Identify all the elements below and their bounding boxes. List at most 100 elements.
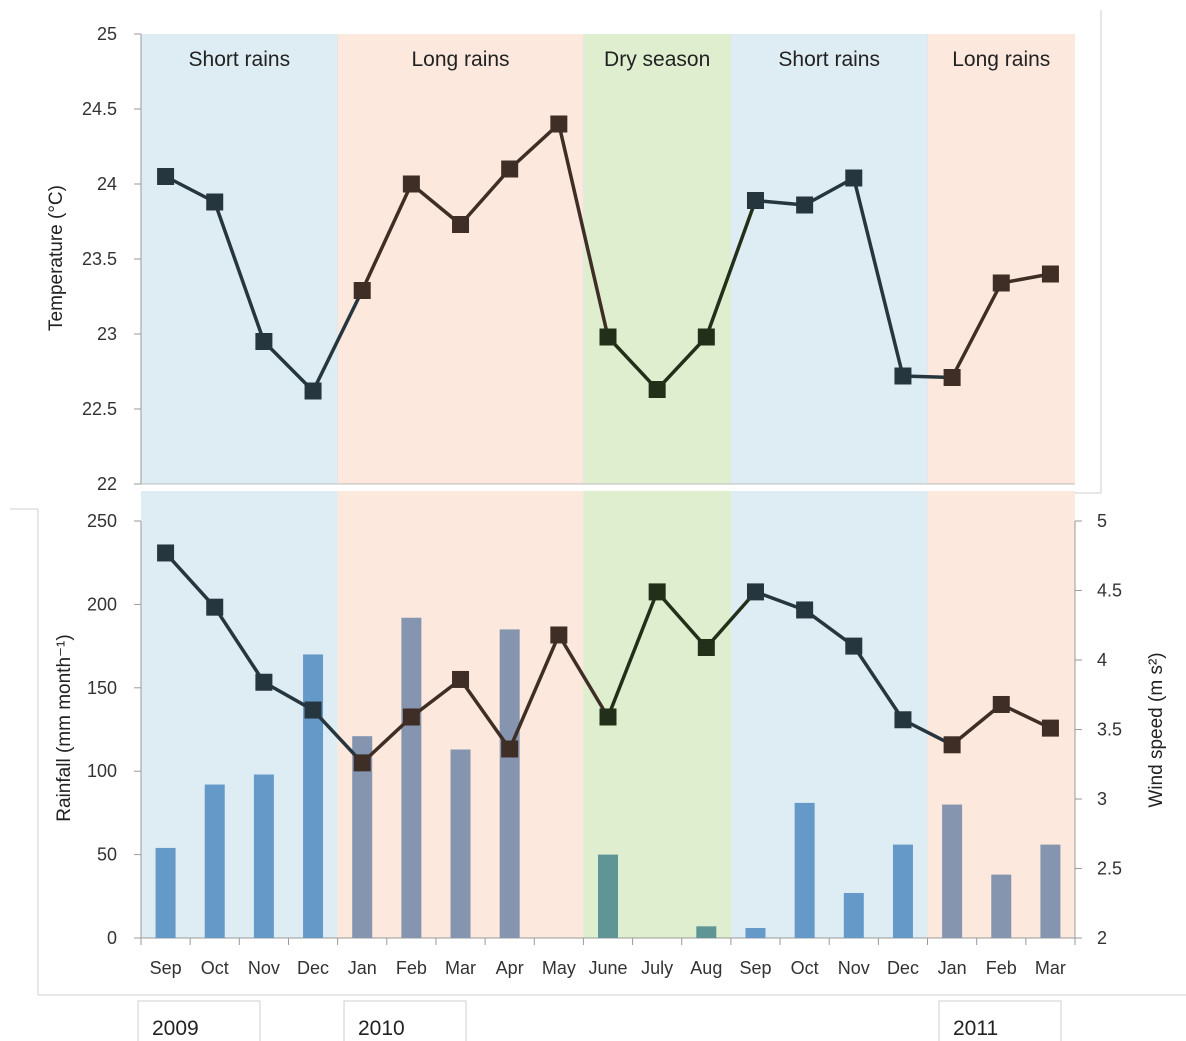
- wind-speed-segment: [557, 633, 610, 719]
- rainfall-tick-label: 0: [107, 928, 117, 948]
- month-tick-labels: Sep Oct Nov Dec Jan Feb Mar Apr May June July Aug Se…: [150, 958, 1066, 978]
- month-label: Jan: [938, 958, 967, 978]
- wind-speed-point: [943, 736, 961, 754]
- rainfall-tick-label: 150: [87, 678, 117, 698]
- rainfall-bar: [401, 617, 422, 938]
- rainfall-bar: [942, 804, 963, 938]
- rainfall-bar: [352, 736, 373, 938]
- wind-tick-label: 3.5: [1097, 720, 1122, 740]
- month-label: May: [542, 958, 576, 978]
- rainfall-bars: [155, 617, 1061, 938]
- temperature-point: [255, 333, 273, 350]
- month-label: Dec: [297, 958, 329, 978]
- year-box: [938, 1000, 1062, 1041]
- year-box: [137, 1000, 261, 1041]
- rainfall-season-bands: [141, 491, 1075, 938]
- temperature-point: [943, 369, 961, 386]
- temperature-tick-label: 24.5: [82, 99, 117, 119]
- month-label: Dec: [887, 958, 919, 978]
- wind-speed-point: [894, 711, 912, 729]
- rainfall-tick-label: 100: [87, 761, 117, 781]
- temperature-tick-label: 23.5: [82, 249, 117, 269]
- rainfall-bar: [892, 844, 913, 938]
- rainfall-bar: [303, 654, 324, 938]
- rainfall-tick-label: 200: [87, 594, 117, 614]
- rainfall-bar: [843, 892, 864, 938]
- temperature-season-bands: [141, 34, 1075, 484]
- temperature-axis: 22 22.5 23 23.5 24 24.5 25: [82, 24, 1075, 494]
- temperature-point: [206, 193, 224, 211]
- month-label: Sep: [739, 958, 771, 978]
- month-label: Mar: [445, 958, 476, 978]
- season-label: Long rains: [952, 48, 1050, 71]
- month-label: Oct: [791, 958, 819, 978]
- wind-speed-segment: [507, 633, 561, 751]
- temperature-point: [304, 382, 322, 400]
- season-label: Short rains: [189, 48, 291, 71]
- month-label: Sep: [150, 958, 182, 978]
- wind-speed-point: [304, 701, 322, 719]
- rainfall-bar: [450, 749, 471, 938]
- wind-speed-point: [402, 708, 420, 726]
- rainfall-bar: [204, 784, 225, 938]
- month-label: July: [641, 958, 673, 978]
- year-label: 2011: [953, 1017, 998, 1040]
- temperature-series: [157, 115, 1059, 400]
- wind-tick-label: 4: [1097, 650, 1107, 670]
- wind-speed-segment: [311, 708, 364, 765]
- temperature-tick-label: 24: [97, 174, 117, 194]
- month-label: Mar: [1035, 958, 1066, 978]
- wind-tick-label: 5: [1097, 511, 1107, 531]
- temperature-segment: [852, 176, 905, 378]
- wind-speed-series: [157, 544, 1059, 772]
- rainfall-bar: [598, 854, 618, 938]
- season-band-top-3: [730, 34, 928, 484]
- panel-frames: [10, 10, 1186, 996]
- temperature-point: [796, 196, 814, 214]
- temperature-point: [452, 216, 470, 233]
- wind-speed-axis-title: Wind speed (m s²): [1146, 652, 1167, 807]
- wind-speed-point: [746, 583, 764, 601]
- year-box: [343, 1000, 467, 1041]
- year-label: 2009: [152, 1017, 199, 1040]
- temperature-segment: [360, 182, 414, 293]
- wind-speed-point: [452, 670, 470, 688]
- temperature-point: [157, 168, 175, 185]
- wind-tick-label: 2.5: [1097, 859, 1122, 879]
- temperature-segment: [458, 167, 512, 227]
- season-labels: Short rains Long rains Dry season Short rai…: [189, 48, 1051, 71]
- wind-speed-point: [796, 601, 814, 619]
- wind-speed-segment: [163, 551, 217, 609]
- temperature-point: [599, 328, 617, 346]
- rainfall-bar: [696, 926, 717, 938]
- temperature-segment: [606, 335, 659, 392]
- temperature-point: [697, 328, 715, 346]
- rainfall-bar: [253, 774, 274, 938]
- month-label: June: [588, 958, 627, 978]
- month-label: Apr: [496, 958, 524, 978]
- temperature-point: [501, 160, 519, 178]
- wind-speed-point: [599, 708, 617, 726]
- season-label: Long rains: [411, 48, 509, 71]
- wind-speed-segment: [704, 590, 758, 650]
- season-band-top-1: [337, 34, 584, 484]
- rainfall-bar: [794, 802, 815, 938]
- rainfall-tick-label: 250: [87, 511, 117, 531]
- season-label: Short rains: [778, 48, 880, 71]
- temperature-point: [550, 115, 568, 133]
- wind-speed-segment: [655, 590, 709, 650]
- wind-speed-segment: [852, 644, 905, 722]
- wind-speed-point: [1041, 719, 1059, 737]
- wind-speed-segment: [606, 590, 659, 719]
- temperature-tick-label: 25: [97, 24, 117, 44]
- wind-speed-axis: 2 2.5 3 3.5 4 4.5 5: [1074, 511, 1122, 948]
- wind-tick-label: 2: [1097, 928, 1107, 948]
- wind-speed-point: [845, 637, 863, 655]
- rainfall-bar: [991, 874, 1012, 938]
- month-label: Oct: [201, 958, 229, 978]
- temperature-point: [648, 381, 666, 398]
- temperature-point: [402, 175, 420, 193]
- month-label: Jan: [348, 958, 377, 978]
- year-labels: 2009 2010 2011: [137, 1000, 1062, 1041]
